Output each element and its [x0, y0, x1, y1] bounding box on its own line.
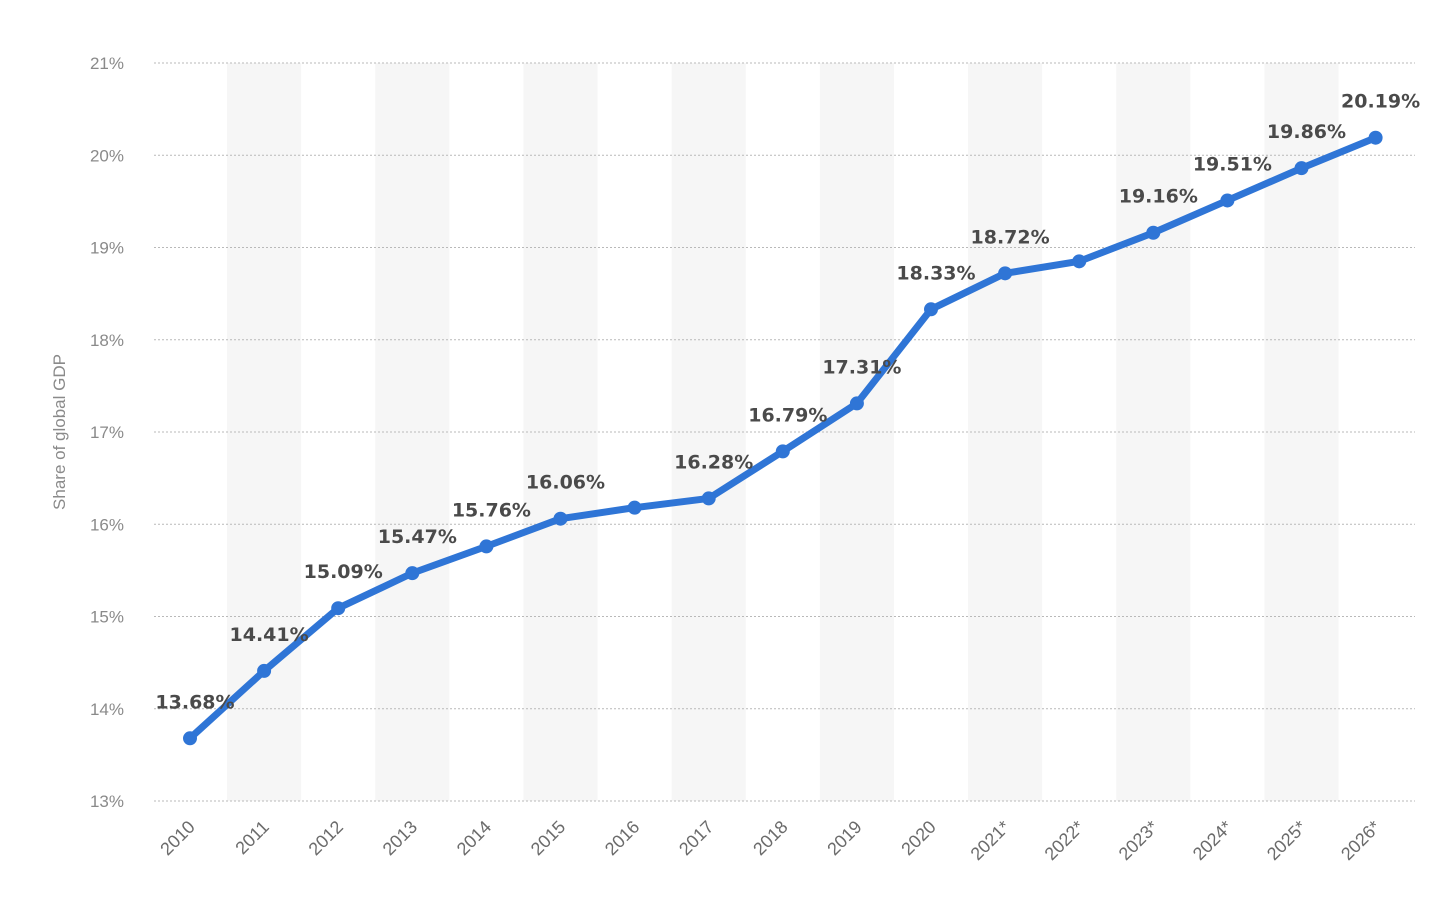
x-tick-label: 2020 — [897, 817, 939, 859]
x-tick-label: 2017 — [675, 817, 717, 859]
y-tick-label: 17% — [90, 423, 124, 442]
data-label: 18.33% — [896, 262, 975, 284]
series-line — [186, 134, 1380, 742]
y-tick-label: 13% — [90, 792, 124, 811]
data-label: 16.28% — [674, 451, 753, 473]
data-point — [701, 491, 716, 506]
x-tick-label: 2025* — [1263, 817, 1310, 864]
x-tick-label: 2010 — [156, 817, 198, 859]
x-tick-label: 2018 — [749, 817, 791, 859]
data-label: 13.68% — [155, 691, 234, 713]
data-point — [775, 444, 790, 459]
data-label: 15.47% — [378, 526, 457, 548]
x-tick-label: 2021* — [967, 817, 1014, 864]
y-tick-label: 21% — [90, 54, 124, 73]
data-point — [405, 566, 420, 581]
data-point — [627, 500, 642, 515]
x-tick-label: 2019 — [823, 817, 865, 859]
x-tick-label: 2011 — [231, 817, 273, 859]
x-tick-label: 2024* — [1189, 817, 1236, 864]
data-point — [849, 396, 864, 411]
x-tick-label: 2013 — [379, 817, 421, 859]
y-axis-title: Share of global GDP — [50, 354, 69, 510]
x-tick-label: 2012 — [305, 817, 347, 859]
y-tick-label: 15% — [90, 608, 124, 627]
data-label: 19.51% — [1193, 153, 1272, 175]
data-point — [553, 511, 568, 526]
column-band — [819, 63, 894, 801]
y-tick-label: 20% — [90, 146, 124, 165]
data-point — [1294, 161, 1309, 176]
data-point — [998, 266, 1013, 281]
data-label: 14.41% — [230, 624, 309, 646]
column-band — [968, 63, 1043, 801]
data-label: 18.72% — [971, 226, 1050, 248]
x-tick-label: 2022* — [1041, 817, 1088, 864]
y-tick-label: 14% — [90, 700, 124, 719]
data-label: 20.19% — [1341, 91, 1420, 113]
x-tick-label: 2026* — [1337, 817, 1384, 864]
data-point — [924, 302, 938, 317]
x-tick-label: 2023* — [1115, 817, 1162, 864]
data-label: 16.79% — [748, 404, 827, 426]
y-tick-label: 18% — [90, 331, 124, 350]
data-label: 19.16% — [1119, 186, 1198, 208]
data-point — [479, 539, 494, 554]
data-point — [183, 731, 197, 746]
data-point — [1220, 193, 1235, 208]
data-label: 15.09% — [304, 561, 383, 583]
x-axis: 2010 2011 2012 2013 2014 2015 2016 2017 2018 2019… — [156, 817, 1384, 864]
data-points — [183, 130, 1383, 746]
data-label: 17.31% — [822, 356, 901, 378]
y-tick-label: 19% — [90, 239, 124, 258]
y-axis: 13% 14% 15% 16% 17% 18% 19% 20% 21% — [90, 54, 124, 811]
data-label: 15.76% — [452, 499, 531, 521]
x-tick-label: 2015 — [527, 817, 569, 859]
x-tick-label: 2016 — [601, 817, 643, 859]
x-tick-label: 2014 — [453, 817, 495, 859]
column-bands — [227, 63, 1339, 801]
data-labels: 13.68% 14.41% 15.09% 15.47% 15.76% 16.06% 16.2… — [155, 91, 1420, 714]
series-line-path — [186, 134, 1380, 742]
data-point — [1072, 254, 1087, 269]
data-point — [257, 663, 272, 678]
y-tick-label: 16% — [90, 515, 124, 534]
data-label: 19.86% — [1267, 121, 1346, 143]
data-point — [1146, 225, 1161, 240]
data-point — [1368, 130, 1383, 145]
data-label: 16.06% — [526, 472, 605, 494]
data-point — [331, 601, 346, 616]
